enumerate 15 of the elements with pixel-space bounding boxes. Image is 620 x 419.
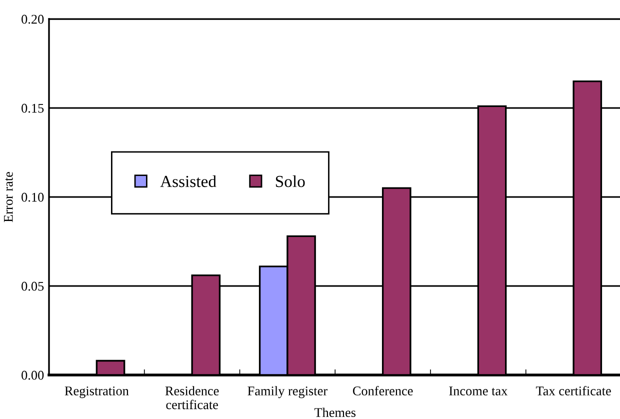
x-tick-label: Tax certificate — [536, 386, 611, 396]
y-tick-label: 0.15 — [22, 104, 44, 113]
y-axis-title: Error rate — [4, 172, 13, 222]
x-tick-label: Income tax — [449, 386, 508, 396]
legend-label: Solo — [276, 175, 305, 188]
x-axis-title: Themes — [314, 408, 356, 417]
x-tick-label: Registration — [64, 386, 129, 398]
y-tick-label: 0.00 — [22, 370, 44, 380]
x-tick-label: Family register — [248, 386, 328, 398]
x-tick-label: Residence certificate — [165, 386, 219, 410]
y-tick-label: 0.10 — [22, 192, 44, 202]
y-tick-label: 0.05 — [22, 282, 44, 291]
x-tick-label: Conference — [352, 386, 413, 396]
y-tick-label: 0.20 — [22, 14, 44, 24]
legend-label: Assisted — [160, 175, 216, 188]
